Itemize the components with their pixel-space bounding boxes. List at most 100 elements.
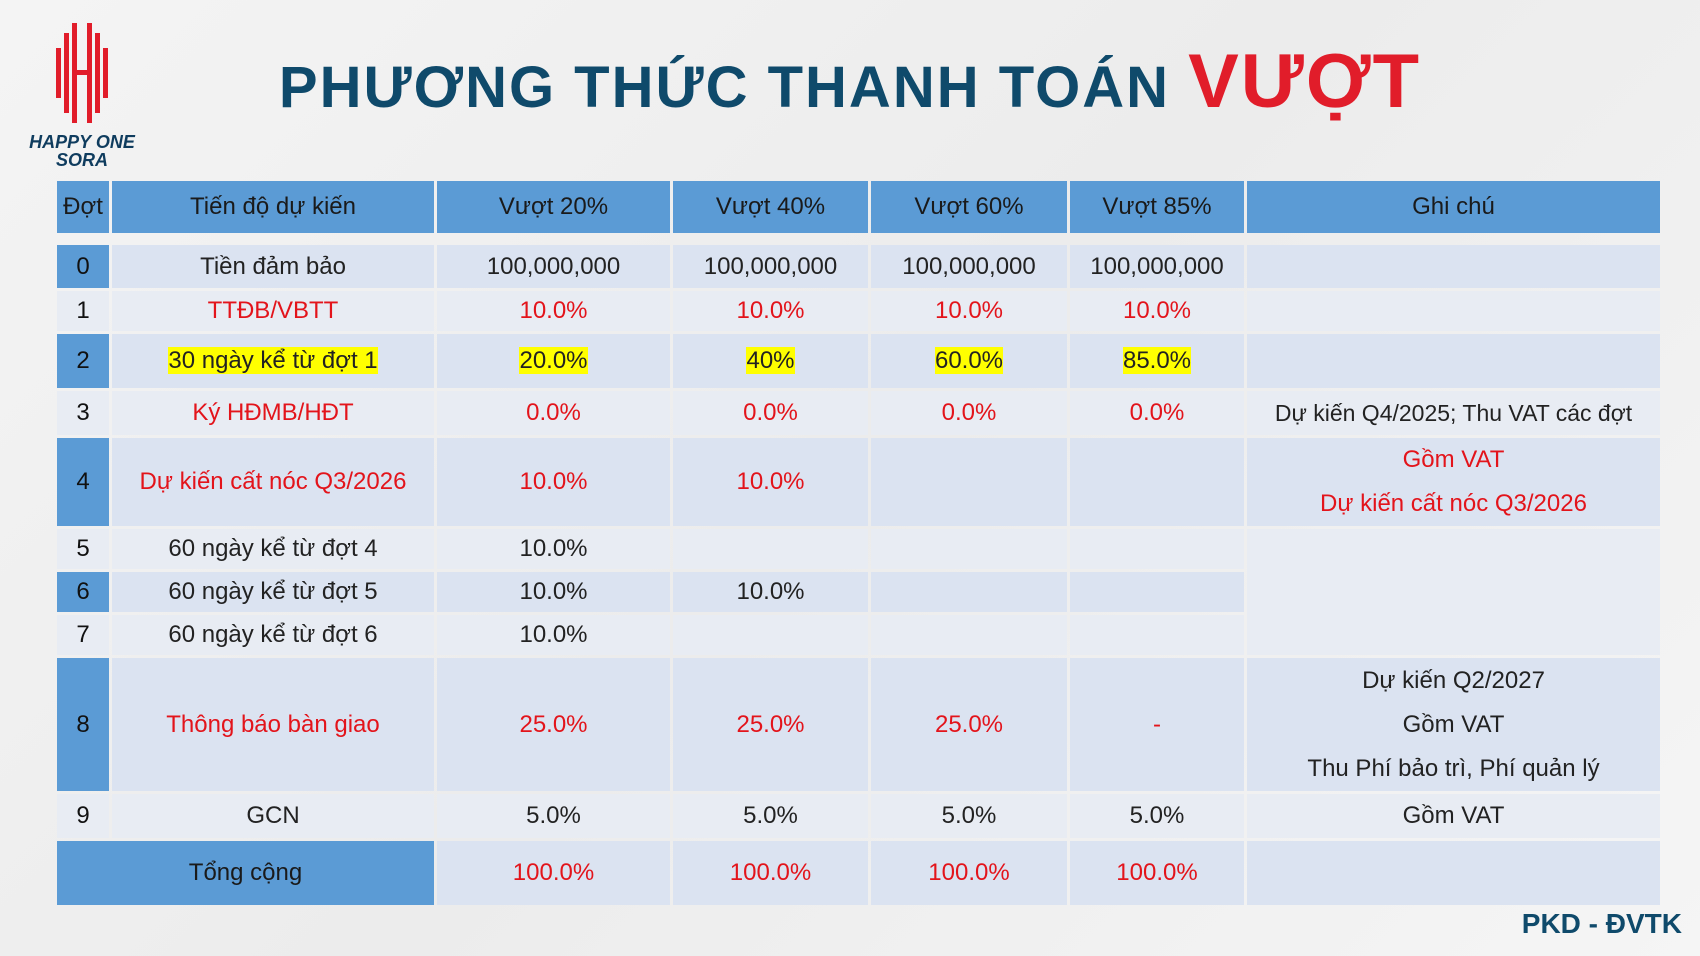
table-cell: [1070, 438, 1244, 526]
table-cell: Gồm VAT: [1247, 794, 1660, 838]
table-cell: Đợt: [57, 181, 109, 233]
table-cell: Ghi chú: [1247, 181, 1660, 233]
total-row: Tổng cộng 100.0% 100.0% 100.0% 100.0%: [57, 841, 1660, 905]
table-cell: 0.0%: [437, 391, 670, 435]
table-cell: 5.0%: [673, 794, 868, 838]
cell-text: 40%: [746, 347, 795, 374]
table-cell: 10.0%: [437, 615, 670, 655]
table-cell: Tiến độ dự kiến: [112, 181, 434, 233]
cell-text: 85.0%: [1122, 347, 1192, 374]
table-cell: 3: [57, 391, 109, 435]
table-cell: 5: [57, 529, 109, 569]
table-cell: -: [1070, 658, 1244, 791]
table-cell: 0: [57, 245, 109, 288]
logo-text: SORA: [55, 150, 108, 170]
table-cell: 5.0%: [437, 794, 670, 838]
table-cell: [1247, 529, 1660, 655]
table-cell: Tổng cộng: [57, 841, 434, 905]
table-cell: [1070, 572, 1244, 612]
data-row: 4 Dự kiến cất nóc Q3/2026 10.0% 10.0% Gồm VA…: [57, 438, 1660, 526]
data-row: 8 Thông báo bàn giao 25.0% 25.0% 25.0% - Dự ki…: [57, 658, 1660, 791]
table-cell: GCN: [112, 794, 434, 838]
table-cell: Tiền đảm bảo: [112, 245, 434, 288]
table-cell: 6: [57, 572, 109, 612]
table-cell: 60 ngày kể từ đợt 6: [112, 615, 434, 655]
table-cell: 25.0%: [673, 658, 868, 791]
table-cell: Dự kiến Q4/2025; Thu VAT các đợt: [1247, 391, 1660, 435]
table-cell: [1247, 291, 1660, 331]
table-cell: [871, 572, 1067, 612]
table-cell: 85.0%: [1070, 334, 1244, 388]
table-cell: [673, 615, 868, 655]
table-cell: 100,000,000: [437, 245, 670, 288]
logo-text: HAPPY ONE: [29, 132, 135, 152]
table-cell: 30 ngày kể từ đợt 1: [112, 334, 434, 388]
table-cell: Vượt 40%: [673, 181, 868, 233]
table-cell: [1247, 334, 1660, 388]
data-row: 2 30 ngày kể từ đợt 1 20.0% 40% 60.0% 85.0%: [57, 334, 1660, 388]
table-cell: [673, 529, 868, 569]
table-cell: 10.0%: [673, 291, 868, 331]
table-cell: Dự kiến Q2/2027 Gồm VAT Thu Phí bảo trì, P…: [1247, 658, 1660, 791]
data-row: 3 Ký HĐMB/HĐT 0.0% 0.0% 0.0% 0.0% Dự kiến Q4/2…: [57, 391, 1660, 435]
table-cell: Ký HĐMB/HĐT: [112, 391, 434, 435]
table-cell: 10.0%: [871, 291, 1067, 331]
table-cell: 10.0%: [437, 572, 670, 612]
table-cell: Vượt 20%: [437, 181, 670, 233]
table-cell: 100.0%: [871, 841, 1067, 905]
table-cell: 40%: [673, 334, 868, 388]
cell-text: 30 ngày kể từ đợt 1: [168, 347, 378, 374]
data-row: 0 Tiền đảm bảo 100,000,000 100,000,000 100,0…: [57, 245, 1660, 288]
table-cell: 8: [57, 658, 109, 791]
table-cell: 1: [57, 291, 109, 331]
table-cell: 5.0%: [1070, 794, 1244, 838]
table-cell: 60 ngày kể từ đợt 4: [112, 529, 434, 569]
table-cell: 100,000,000: [1070, 245, 1244, 288]
title-highlight: VƯỢT: [1188, 39, 1422, 124]
data-row: 1 TTĐB/VBTT 10.0% 10.0% 10.0% 10.0%: [57, 291, 1660, 331]
table-cell: Thông báo bàn giao: [112, 658, 434, 791]
title-text: PHƯƠNG THỨC THANH TOÁN: [278, 55, 1170, 120]
table-cell: Dự kiến cất nóc Q3/2026: [112, 438, 434, 526]
table-cell: [1247, 841, 1660, 905]
cell-text: 60.0%: [934, 347, 1004, 374]
title: PHƯƠNG THỨC THANH TOÁN VƯỢT: [0, 38, 1700, 125]
note-line: Dự kiến Q2/2027: [1362, 666, 1545, 694]
note-line: Thu Phí bảo trì, Phí quản lý: [1307, 754, 1600, 782]
table-cell: 9: [57, 794, 109, 838]
table-cell: Gồm VAT Dự kiến cất nóc Q3/2026: [1247, 438, 1660, 526]
table-cell: 10.0%: [437, 291, 670, 331]
table-cell: 5.0%: [871, 794, 1067, 838]
table-cell: 0.0%: [1070, 391, 1244, 435]
table-cell: 100,000,000: [673, 245, 868, 288]
table-cell: 100.0%: [673, 841, 868, 905]
table-cell: 20.0%: [437, 334, 670, 388]
table-cell: Vượt 60%: [871, 181, 1067, 233]
data-row: 9 GCN 5.0% 5.0% 5.0% 5.0% Gồm VAT: [57, 794, 1660, 838]
table-cell: 10.0%: [673, 572, 868, 612]
table-cell: 25.0%: [871, 658, 1067, 791]
table-cell: 0.0%: [871, 391, 1067, 435]
data-row: 6 60 ngày kể từ đợt 5 10.0% 10.0%: [57, 572, 1660, 612]
data-row: 5 60 ngày kể từ đợt 4 10.0%: [57, 529, 1660, 655]
table-cell: [871, 615, 1067, 655]
note-line: Dự kiến cất nóc Q3/2026: [1320, 490, 1587, 517]
table-cell: TTĐB/VBTT: [112, 291, 434, 331]
table-cell: 7: [57, 615, 109, 655]
table-cell: 4: [57, 438, 109, 526]
table-cell: 60.0%: [871, 334, 1067, 388]
footer: PKD - ĐVTK: [1521, 908, 1682, 939]
table-cell: 10.0%: [437, 529, 670, 569]
table-cell: 100.0%: [437, 841, 670, 905]
header-row: Đợt Tiến độ dự kiến Vượt 20% Vượt 40% Vượt 6…: [57, 181, 1660, 233]
table-cell: 10.0%: [673, 438, 868, 526]
payment-table: Đợt Tiến độ dự kiến Vượt 20% Vượt 40% Vượt 6…: [54, 178, 1663, 908]
table-cell: [1247, 245, 1660, 288]
note-line: Gồm VAT: [1402, 446, 1505, 473]
note-line: Gồm VAT: [1402, 802, 1505, 829]
table-cell: [871, 438, 1067, 526]
cell-text: 20.0%: [519, 347, 588, 374]
logo: HAPPY ONE SORA: [12, 18, 152, 169]
logo-mark: [56, 23, 108, 123]
